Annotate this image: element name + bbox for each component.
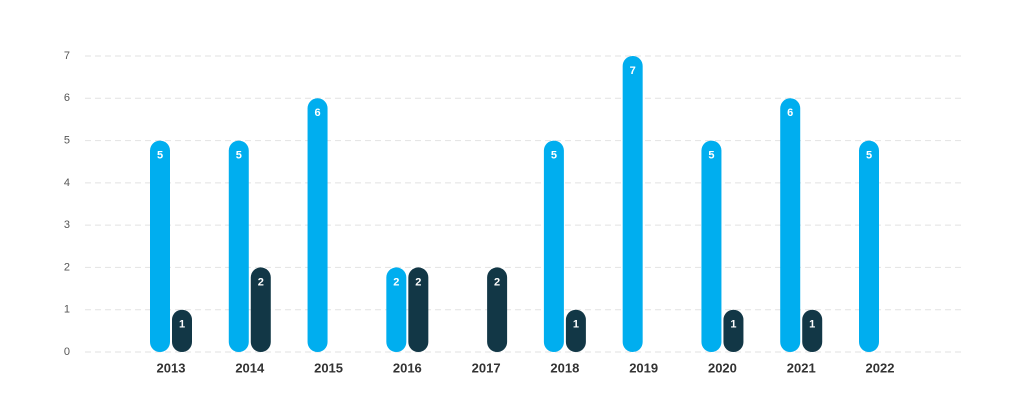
data-label: 2 [494, 276, 500, 288]
y-tick-label: 4 [64, 177, 70, 189]
bar [701, 140, 722, 352]
data-label: 1 [573, 319, 579, 331]
bar [565, 309, 586, 352]
data-label: 5 [866, 149, 872, 161]
bar [386, 267, 407, 352]
data-label: 6 [314, 107, 320, 119]
x-tick-label: 2022 [866, 360, 895, 375]
data-label: 1 [730, 319, 736, 331]
data-label: 7 [630, 65, 636, 77]
data-label: 5 [551, 149, 557, 161]
bar [723, 309, 744, 352]
x-tick-label: 2020 [708, 360, 737, 375]
bar [802, 309, 823, 352]
bar [487, 267, 508, 352]
data-label: 5 [157, 149, 163, 161]
data-label: 1 [809, 319, 815, 331]
x-tick-label: 2016 [393, 360, 422, 375]
bar [622, 56, 643, 352]
y-tick-label: 0 [64, 346, 70, 358]
x-tick-label: 2018 [550, 360, 579, 375]
data-label: 2 [415, 276, 421, 288]
bar [543, 140, 564, 352]
y-tick-label: 1 [64, 304, 70, 316]
bar [172, 309, 192, 352]
x-tick-label: 2017 [472, 360, 501, 375]
y-tick-label: 2 [64, 261, 70, 273]
data-label: 2 [258, 276, 264, 288]
bar [150, 140, 170, 352]
bar [780, 98, 801, 353]
y-tick-label: 6 [64, 92, 70, 104]
bar [859, 140, 879, 352]
x-tick-label: 2015 [314, 360, 343, 375]
data-label: 1 [179, 319, 185, 331]
y-tick-label: 7 [64, 50, 70, 62]
bar [307, 98, 328, 353]
data-label: 5 [708, 149, 714, 161]
y-tick-label: 3 [64, 219, 70, 231]
bar [408, 267, 429, 352]
data-label: 6 [787, 107, 793, 119]
bar [228, 140, 249, 352]
x-tick-label: 2014 [235, 360, 265, 375]
bar [250, 267, 271, 352]
x-tick-label: 2019 [629, 360, 658, 375]
data-label: 5 [236, 149, 242, 161]
x-tick-label: 2013 [157, 360, 186, 375]
x-tick-label: 2021 [787, 360, 816, 375]
y-tick-label: 5 [64, 134, 70, 146]
data-label: 2 [393, 276, 399, 288]
